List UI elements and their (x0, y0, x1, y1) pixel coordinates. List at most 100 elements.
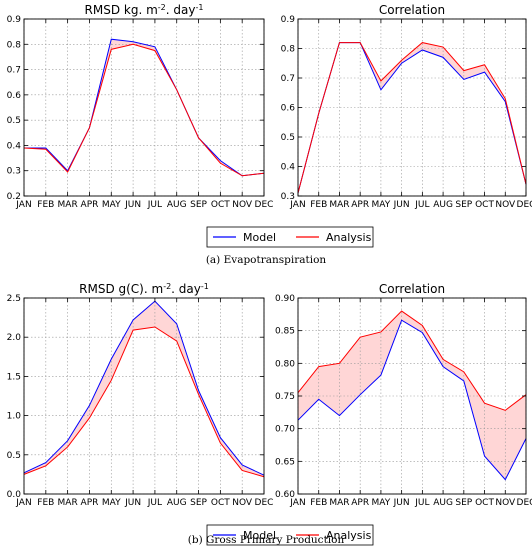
y-tick-label: 0.0 (7, 490, 22, 500)
series-line-model (23, 300, 265, 476)
chart-title: RMSD g(C). m-2. day-1 (79, 282, 209, 297)
x-tick-label: JAN (289, 200, 305, 210)
x-tick-label: JAN (289, 498, 305, 508)
plot-frame (23, 18, 265, 197)
fill-between-area (24, 301, 264, 477)
x-tick-label: MAR (58, 200, 78, 210)
chart-title: Correlation (379, 3, 445, 17)
x-tick-label: FEB (37, 498, 54, 508)
y-tick-label: 0.5 (7, 451, 21, 461)
x-tick-label: JUL (147, 498, 162, 508)
x-tick-label: APR (81, 498, 99, 508)
x-tick-label: MAY (102, 498, 121, 508)
x-tick-label: DEC (255, 498, 274, 508)
legend-label-analysis: Analysis (326, 231, 372, 244)
legend-label-model: Model (243, 529, 276, 542)
x-tick-label: NOV (495, 200, 516, 210)
x-tick-label: JUL (147, 200, 162, 210)
series-line-model (24, 38, 265, 177)
plot-frame (23, 297, 265, 495)
x-tick-label: JAN (15, 200, 31, 210)
legend-evapotranspiration: Model Analysis (206, 226, 374, 248)
x-tick-label: APR (81, 200, 99, 210)
y-tick-label: 0.5 (7, 116, 21, 126)
y-tick-label: 0.7 (7, 66, 21, 76)
y-tick-label: 2.5 (7, 294, 21, 304)
x-tick-label: DEC (517, 498, 532, 508)
chart-4: 0.60 0.65 0.70 0.75 0.80 0.85 0.90 JAN FEB MAR APR… (275, 282, 532, 508)
y-tick-label: 0.65 (275, 457, 295, 467)
x-tick-label: MAY (102, 200, 121, 210)
x-tick-label: SEP (455, 498, 472, 508)
y-tick-label: 0.90 (275, 294, 295, 304)
y-tick-label: 0.3 (7, 167, 21, 177)
y-tick-label: 0.9 (281, 15, 296, 25)
y-tick-label: 0.5 (281, 133, 295, 143)
x-tick-label: OCT (211, 498, 230, 508)
caption-a: (a) Evapotranspiration (206, 254, 327, 266)
y-tick-label: 0.8 (281, 45, 296, 55)
x-tick-label: APR (351, 498, 369, 508)
y-tick-label: 0.85 (275, 327, 295, 337)
y-tick-label: 0.8 (7, 40, 22, 50)
chart-title: Correlation (379, 282, 445, 296)
x-tick-label: OCT (211, 200, 230, 210)
legend-label-analysis: Analysis (326, 529, 372, 542)
x-tick-label: AUG (167, 498, 187, 508)
x-tick-label: JUN (124, 498, 141, 508)
y-tick-label: 0.6 (281, 104, 296, 114)
x-tick-label: MAY (372, 200, 391, 210)
legend-gross-primary-production: Model Analysis (206, 524, 374, 546)
y-tick-label: 0.4 (281, 163, 296, 173)
x-tick-label: OCT (475, 498, 494, 508)
x-tick-label: DEC (255, 200, 274, 210)
chart-3: 0.0 0.5 1.0 1.5 2.0 2.5 JAN FEB MAR APR MAY JUN JUL A… (7, 282, 274, 509)
x-tick-label: MAR (329, 200, 349, 210)
x-tick-label: AUG (433, 498, 453, 508)
x-tick-label: FEB (310, 498, 327, 508)
x-tick-label: DEC (517, 200, 532, 210)
x-tick-label: FEB (310, 200, 327, 210)
x-tick-label: JAN (15, 498, 31, 508)
series-line-analysis (23, 43, 265, 177)
x-tick-label: JUN (393, 200, 410, 210)
caption-b-html: (b) Gross Primary Production (187, 534, 345, 546)
x-tick-label: JUN (124, 200, 141, 210)
fill-between-area (298, 42, 526, 194)
x-tick-label: MAR (329, 498, 349, 508)
y-tick-label: 2.0 (7, 333, 22, 343)
x-tick-label: SEP (455, 200, 472, 210)
x-tick-label: JUL (414, 498, 429, 508)
x-tick-label: OCT (475, 200, 494, 210)
x-tick-label: SEP (190, 498, 207, 508)
chart-2: 0.3 0.4 0.5 0.6 0.7 0.8 0.9 JAN FEB MAR APR MAY JUN J… (281, 3, 532, 210)
y-tick-label: 0.80 (275, 359, 295, 369)
x-tick-label: APR (351, 200, 369, 210)
x-tick-label: AUG (433, 200, 453, 210)
series-line-model (297, 42, 527, 194)
y-tick-label: 0.75 (275, 392, 295, 402)
y-tick-label: 0.2 (7, 192, 21, 202)
fill-between-area (298, 311, 526, 480)
x-tick-label: NOV (495, 498, 516, 508)
series-line-model (297, 319, 527, 481)
x-tick-label: SEP (190, 200, 207, 210)
x-tick-label: JUN (393, 498, 410, 508)
y-tick-label: 1.5 (7, 372, 21, 382)
x-tick-label: FEB (37, 200, 54, 210)
x-tick-label: JUL (414, 200, 429, 210)
legend-box (206, 226, 374, 248)
x-tick-label: MAR (58, 498, 78, 508)
x-tick-label: MAY (372, 498, 391, 508)
y-tick-label: 0.70 (275, 425, 295, 435)
fill-between-area (24, 39, 264, 176)
series-line-analysis (23, 326, 265, 478)
legend-box (206, 524, 374, 546)
y-tick-label: 0.6 (7, 91, 22, 101)
y-tick-label: 0.3 (281, 192, 295, 202)
y-tick-label: 0.9 (7, 15, 22, 25)
y-tick-label: 0.60 (275, 490, 295, 500)
